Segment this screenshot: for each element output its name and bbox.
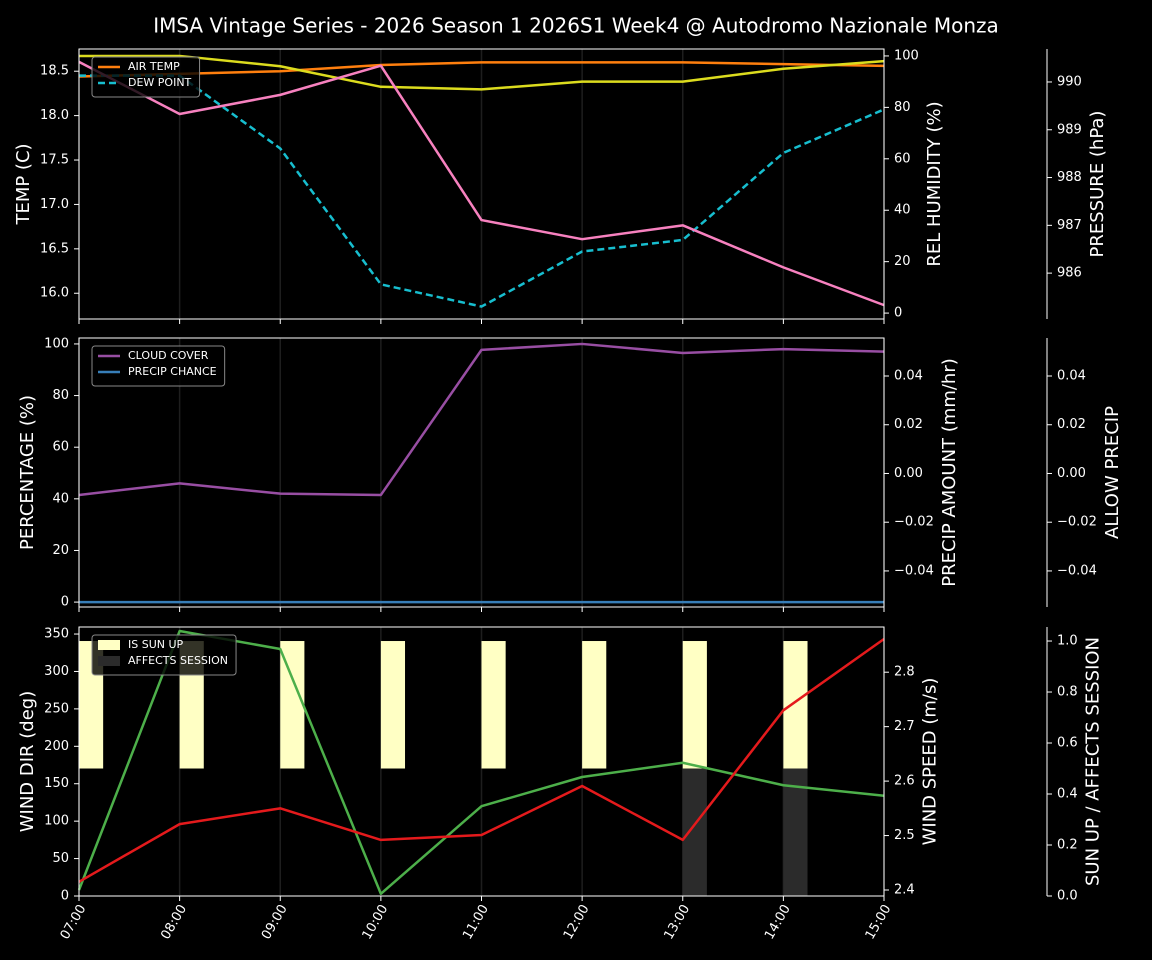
tick-label: 0.4	[1057, 787, 1078, 802]
tick-label: 0.00	[1057, 466, 1086, 481]
axis-label: PRECIP AMOUNT (mm/hr)	[939, 358, 960, 587]
tick-label: 0.00	[894, 466, 923, 481]
tick-label: −0.02	[894, 515, 934, 530]
axis-label: REL HUMIDITY (%)	[924, 101, 945, 266]
tick-label: 987	[1057, 218, 1082, 233]
tick-label: −0.02	[1057, 515, 1097, 530]
bar	[481, 641, 506, 769]
tick-label: 40	[52, 491, 69, 506]
tick-label: 2.4	[894, 883, 915, 898]
tick-label: 350	[44, 627, 69, 642]
tick-label: 0	[61, 889, 69, 904]
series-line	[79, 74, 885, 308]
plot-frame	[78, 626, 885, 897]
tick-label: 20	[52, 543, 69, 558]
tick-label: 80	[894, 100, 911, 115]
series-line	[78, 342, 885, 497]
tick-label: 989	[1057, 122, 1082, 137]
tick-label: 100	[894, 48, 919, 63]
plot-frame	[78, 337, 885, 608]
series-line	[78, 637, 885, 883]
bar	[682, 641, 707, 769]
axis-label: WIND DIR (deg)	[17, 691, 38, 833]
tick-label: −0.04	[894, 563, 934, 578]
bar	[682, 768, 707, 896]
tick-label: 17.5	[40, 153, 69, 168]
tick-label: 0.0	[1057, 889, 1078, 904]
axis-label: ALLOW PRECIP	[1102, 406, 1123, 539]
tick-label: 50	[52, 851, 69, 866]
tick-label: 990	[1057, 74, 1082, 89]
tick-label: 150	[44, 776, 69, 791]
tick-label: 16.5	[40, 241, 69, 256]
legend-box	[91, 634, 237, 676]
bar	[582, 641, 607, 769]
legend-box	[91, 345, 226, 387]
legend-label: AFFECTS SESSION	[128, 654, 228, 667]
axis-label: SUN UP / AFFECTS SESSION	[1083, 637, 1104, 886]
bar	[783, 768, 808, 896]
tick-label: 0.8	[1057, 685, 1078, 700]
axis-label: TEMP (C)	[13, 143, 34, 225]
plot-frame	[78, 48, 885, 320]
tick-label: 60	[894, 151, 911, 166]
tick-label: 988	[1057, 170, 1082, 185]
tick-label: 1.0	[1057, 634, 1078, 649]
tick-label: −0.04	[1057, 563, 1097, 578]
tick-label: 16.0	[40, 286, 69, 301]
tick-label: 0.04	[1057, 369, 1086, 384]
tick-label: 0.6	[1057, 736, 1078, 751]
legend-label: DEW POINT	[128, 76, 192, 89]
bar	[380, 641, 406, 769]
tick-label: 986	[1057, 266, 1082, 281]
tick-label: 2.7	[894, 719, 915, 734]
bar	[280, 641, 305, 769]
tick-label: 200	[44, 739, 69, 754]
legend-label: PRECIP CHANCE	[128, 365, 217, 378]
tick-label: 0.02	[1057, 417, 1086, 432]
tick-label: 80	[52, 388, 69, 403]
legend-label: IS SUN UP	[128, 638, 184, 651]
bar	[783, 641, 808, 769]
tick-label: 2.8	[894, 665, 915, 680]
legend-label: CLOUD COVER	[128, 349, 209, 362]
tick-label: 18.0	[40, 108, 69, 123]
tick-label: 2.5	[894, 828, 915, 843]
tick-label: 18.5	[40, 64, 69, 79]
legend-swatch	[98, 640, 120, 650]
axis-label: PERCENTAGE (%)	[17, 395, 38, 550]
tick-label: 20	[894, 254, 911, 269]
tick-label: 0.02	[894, 417, 923, 432]
tick-label: 2.6	[894, 774, 915, 789]
tick-label: 100	[44, 814, 69, 829]
tick-label: 0.04	[894, 369, 923, 384]
axis-label: WIND SPEED (m/s)	[920, 678, 941, 846]
series-line	[78, 61, 885, 78]
tick-label: 0	[61, 595, 69, 610]
tick-label: 40	[894, 203, 911, 218]
chart-title: IMSA Vintage Series - 2026 Season 1 2026…	[153, 14, 999, 38]
legend-label: AIR TEMP	[128, 60, 180, 73]
tick-label: 17.0	[40, 197, 69, 212]
tick-label: 100	[44, 336, 69, 351]
axis-label: PRESSURE (hPa)	[1087, 111, 1108, 258]
tick-label: 300	[44, 664, 69, 679]
tick-label: 0.2	[1057, 838, 1078, 853]
series-line	[78, 60, 885, 307]
tick-label: 250	[44, 701, 69, 716]
legend-swatch	[98, 656, 120, 666]
tick-label: 60	[52, 440, 69, 455]
series-line	[79, 54, 885, 91]
tick-label: 0	[894, 306, 902, 321]
